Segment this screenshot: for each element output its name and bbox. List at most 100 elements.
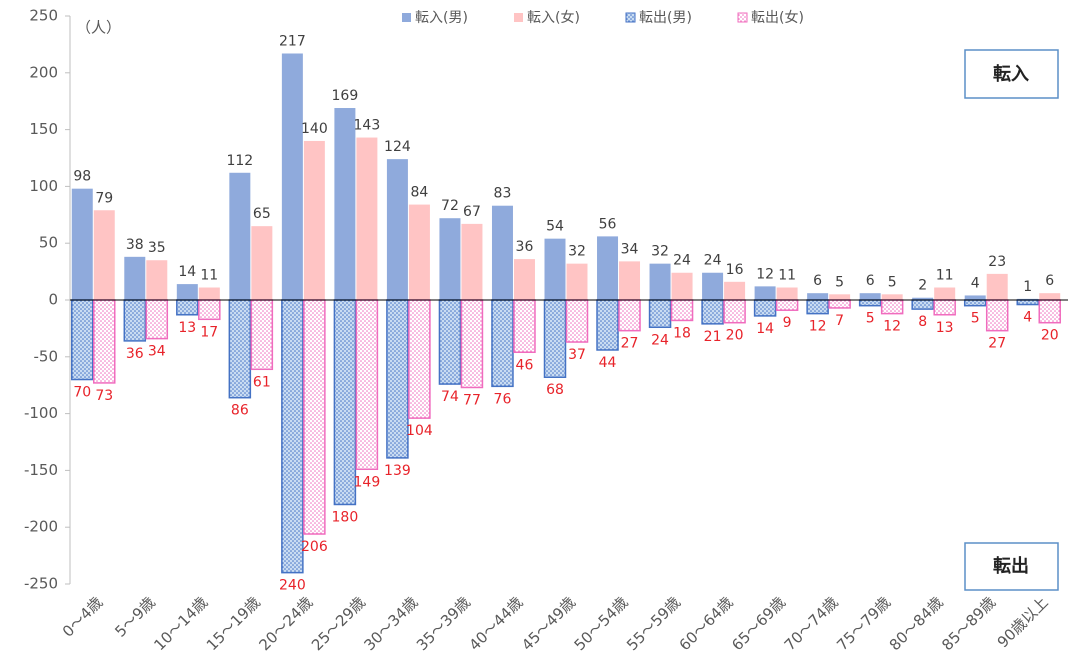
bar	[439, 218, 461, 300]
data-label: 35	[148, 240, 166, 256]
x-tick-label: 20～24歳	[255, 593, 316, 654]
data-label: 112	[226, 153, 253, 169]
bar	[670, 299, 694, 322]
data-label: 14	[756, 321, 774, 337]
data-label: 70	[73, 385, 91, 401]
bar	[386, 159, 408, 300]
data-label: 21	[704, 329, 722, 345]
data-label: 5	[971, 311, 980, 327]
x-tick-label: 80～84歳	[886, 593, 947, 654]
x-tick-label: 5～9歳	[111, 593, 158, 640]
data-label: 34	[621, 241, 639, 257]
y-tick-label: -200	[24, 518, 58, 536]
bar	[461, 223, 483, 300]
bar	[702, 272, 724, 300]
data-label: 139	[384, 463, 411, 479]
bar	[1039, 293, 1061, 300]
data-label: 67	[463, 204, 481, 220]
data-label: 20	[1041, 328, 1059, 344]
data-label: 86	[231, 403, 249, 419]
x-tick-label: 70～74歳	[781, 593, 842, 654]
bar	[807, 293, 829, 300]
x-tick-label: 35～39歳	[413, 593, 474, 654]
bar	[71, 188, 93, 300]
bar	[986, 273, 1008, 300]
data-label: 54	[546, 219, 564, 235]
data-label: 72	[441, 198, 459, 214]
bar	[754, 286, 776, 300]
bar	[176, 284, 198, 300]
bar	[1038, 299, 1061, 324]
data-label: 24	[673, 253, 691, 269]
data-label: 140	[301, 121, 328, 137]
data-label: 104	[406, 423, 433, 439]
data-label: 38	[126, 237, 144, 253]
data-label: 11	[778, 268, 796, 284]
data-label: 84	[411, 185, 429, 201]
legend-swatch	[625, 12, 636, 23]
bar	[281, 53, 303, 300]
data-label: 4	[971, 275, 980, 291]
bar	[963, 299, 987, 307]
y-tick-label: 150	[29, 120, 58, 138]
data-label: 27	[621, 336, 639, 352]
x-tick-label: 90歳以上	[994, 593, 1052, 651]
data-label: 6	[866, 273, 875, 289]
y-tick-label: -250	[24, 575, 58, 593]
bar	[806, 299, 829, 315]
legend-label: 転出(男)	[639, 10, 692, 26]
bar	[198, 299, 221, 321]
legend-swatch	[514, 13, 523, 22]
bar	[881, 294, 903, 300]
data-label: 76	[494, 391, 512, 407]
data-label: 1	[1023, 279, 1032, 295]
data-label: 13	[178, 320, 196, 336]
data-label: 6	[1045, 273, 1054, 289]
bar	[281, 299, 304, 574]
bar	[880, 299, 904, 315]
data-label: 206	[301, 539, 328, 555]
y-tick-label: -50	[34, 347, 59, 365]
x-tick-label: 65～69歳	[728, 593, 789, 654]
bar	[648, 299, 672, 329]
data-label: 74	[441, 389, 459, 405]
data-label: 12	[809, 319, 827, 335]
data-label: 169	[332, 88, 359, 104]
data-label: 56	[599, 216, 617, 232]
data-label: 240	[279, 578, 306, 594]
data-label: 217	[279, 33, 306, 49]
bar	[491, 299, 514, 388]
data-label: 180	[332, 509, 359, 525]
y-tick-label: -150	[24, 461, 58, 479]
x-tick-label: 75～79歳	[833, 593, 894, 654]
bar	[228, 299, 252, 399]
bar	[250, 299, 274, 371]
legend-swatch	[737, 12, 748, 23]
bar	[934, 287, 956, 300]
x-tick-label: 50～54歳	[571, 593, 632, 654]
bar	[985, 299, 1009, 332]
data-label: 34	[148, 344, 166, 360]
bar	[911, 299, 934, 310]
bar	[408, 299, 431, 419]
bar	[124, 256, 146, 300]
y-tick-label: 200	[29, 63, 58, 81]
bar	[355, 299, 379, 471]
data-label: 98	[73, 169, 91, 185]
bar	[146, 260, 168, 300]
data-label: 68	[546, 382, 564, 398]
annotation: 転入	[993, 63, 1029, 85]
bar	[93, 210, 115, 300]
bar	[229, 172, 251, 300]
bar	[303, 299, 326, 535]
annotation-box	[964, 542, 1059, 591]
legend-label: 転入(女)	[527, 9, 580, 26]
x-tick-label: 0～4歳	[59, 593, 106, 640]
bar	[145, 299, 169, 340]
data-label: 46	[516, 357, 534, 373]
data-label: 13	[936, 320, 954, 336]
bar	[596, 299, 619, 351]
y-tick-label: 0	[48, 291, 58, 309]
bar	[619, 261, 641, 300]
legend-label: 転入(男)	[415, 10, 468, 26]
